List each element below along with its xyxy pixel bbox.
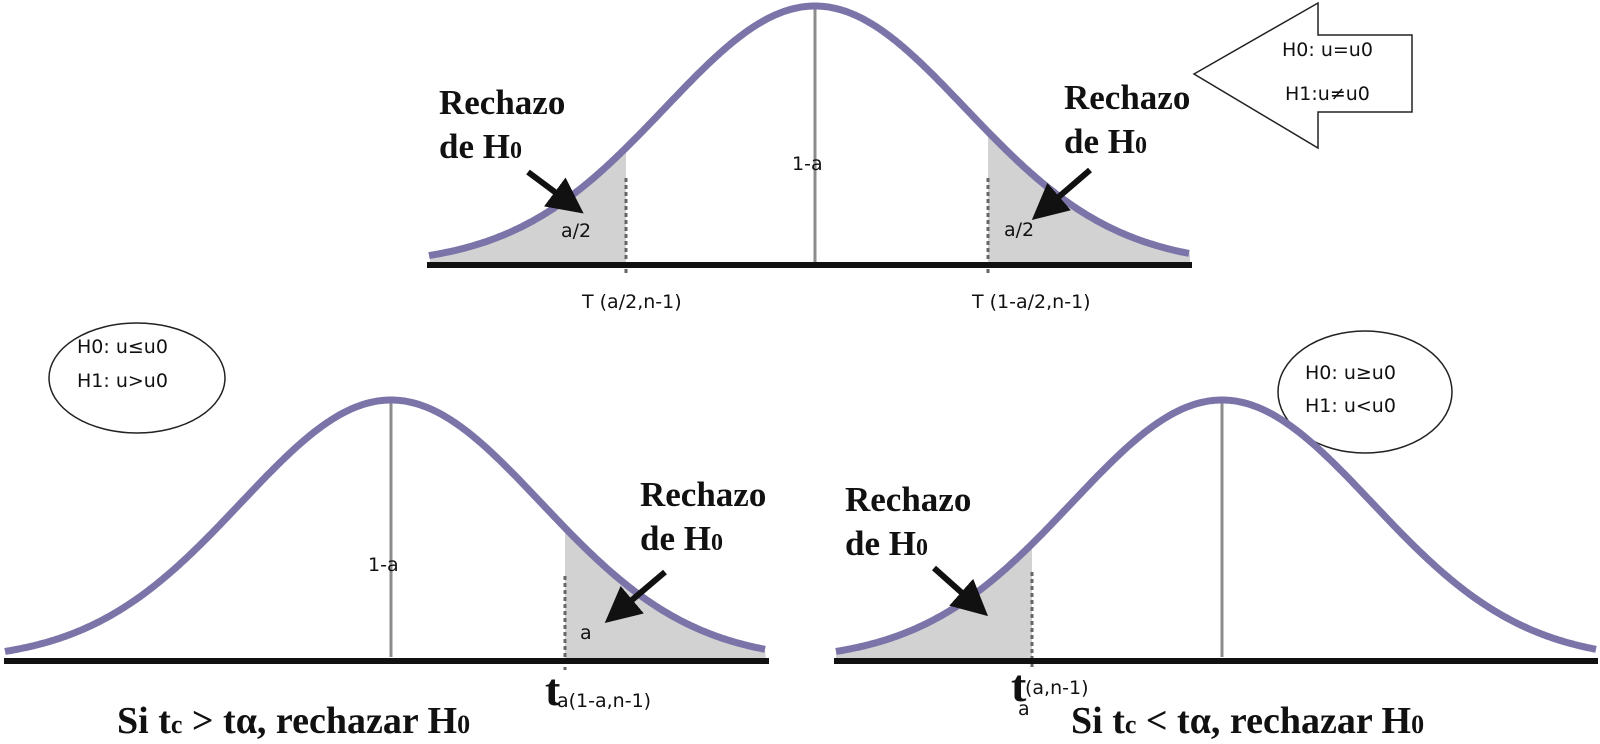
- left-tailed-panel: H0: u≥u0 H1: u<u0 Rechazo de H0 t a (a,n…: [834, 330, 1598, 742]
- critical-value-symbol: t: [545, 664, 561, 715]
- center-probability-label: 1-a: [792, 153, 823, 175]
- center-probability-label: 1-a: [368, 554, 399, 576]
- critical-value-symbol: t: [1011, 660, 1027, 711]
- right-tail-label: a/2: [1004, 219, 1034, 241]
- hypothesis-h1: H1:u≠u0: [1285, 83, 1370, 105]
- left-tail-label: a/2: [561, 220, 591, 242]
- reject-arrow: [932, 565, 989, 617]
- reject-label-line2: de H0: [640, 519, 723, 558]
- reject-label-right-line2: de H0: [1064, 122, 1147, 161]
- decision-rule: Si tc > tα, rechazar H0: [117, 700, 470, 742]
- tail-label: a: [580, 622, 592, 644]
- hypothesis-h0: H0: u≥u0: [1305, 362, 1396, 384]
- hypothesis-arrow-shape: [1192, 1, 1413, 150]
- reject-label-left-line2: de H0: [439, 127, 522, 166]
- hypothesis-ellipse: [1277, 330, 1453, 454]
- critical-value-subscript: (a,n-1): [1025, 677, 1089, 699]
- reject-label-right-line1: Rechazo: [1064, 78, 1190, 117]
- reject-label-left-line1: Rechazo: [439, 83, 565, 122]
- reject-arrow-right: [1031, 167, 1092, 221]
- hypothesis-h0: H0: u≤u0: [77, 336, 168, 358]
- critical-value-subscript-below: a: [1018, 698, 1030, 720]
- hypothesis-h0: H0: u=u0: [1282, 39, 1373, 61]
- right-tailed-panel: H0: u≤u0 H1: u>u0 1-a a Rechazo de H0 t …: [4, 322, 769, 742]
- rejection-area: [836, 544, 1032, 661]
- t-distribution-curve: [835, 396, 1597, 655]
- hypothesis-h1: H1: u>u0: [77, 370, 168, 392]
- reject-label-line1: Rechazo: [845, 480, 971, 519]
- critical-value-right: T (1-a/2,n-1): [971, 291, 1091, 313]
- critical-value-subscript: a(1-a,n-1): [557, 690, 651, 712]
- two-tailed-panel: 1-a a/2 a/2 T (a/2,n-1) T (1-a/2,n-1) Re…: [427, 1, 1413, 313]
- right-rejection-area: [988, 131, 1190, 265]
- reject-arrow: [604, 569, 667, 623]
- rejection-area: [565, 527, 766, 661]
- decision-rule: Si tc < tα, rechazar H0: [1071, 700, 1424, 742]
- reject-arrow-left: [526, 169, 584, 214]
- hypothesis-h1: H1: u<u0: [1305, 395, 1396, 417]
- reject-label-line2: de H0: [845, 524, 928, 563]
- critical-value-left: T (a/2,n-1): [581, 291, 682, 313]
- left-rejection-area: [430, 147, 626, 265]
- reject-label-line1: Rechazo: [640, 475, 766, 514]
- hypothesis-ellipse: [48, 322, 226, 434]
